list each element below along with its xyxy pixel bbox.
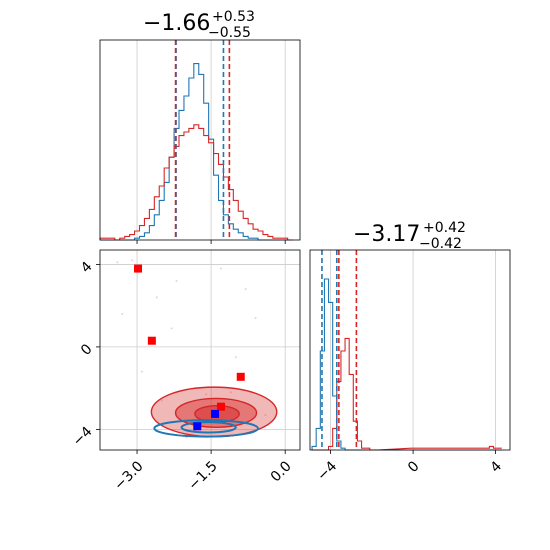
faint-point-5 (140, 370, 143, 373)
faint-point-13 (116, 261, 119, 264)
faint-point-8 (175, 279, 178, 282)
faint-point-9 (205, 393, 208, 396)
faint-point-6 (121, 312, 124, 315)
marginal-p2-hist-red (312, 337, 502, 451)
joint-ytick-label-2: 4 (78, 259, 96, 277)
faint-point-4 (234, 356, 237, 359)
marginal-p2-xtick-label-1: 0 (405, 458, 423, 476)
faint-point-0 (131, 259, 134, 262)
title-p2-main: −3.17 (353, 222, 420, 247)
marginal-p2-xtick-label-2: 4 (488, 458, 506, 476)
blue-contour-0 (153, 419, 260, 438)
blue-point-0 (193, 422, 202, 431)
joint-frame (99, 249, 301, 451)
marginal-p2-panel: −4 0 4 (309, 249, 511, 484)
blue-point-1 (211, 409, 220, 418)
blue-contour-1 (180, 421, 237, 434)
marginal-p2-xtick-label-0: −4 (314, 458, 340, 484)
faint-point-15 (185, 436, 188, 439)
marginal-p1-hist-red (99, 124, 293, 241)
joint-panel: −3.0 −1.5 0.0 −4 0 4 (70, 249, 301, 494)
title-p1-minus: −0.55 (208, 25, 251, 41)
faint-point-7 (254, 317, 257, 320)
title-p2-minus: −0.42 (419, 236, 462, 252)
joint-ytick-label-0: −4 (70, 424, 96, 450)
red-point-2 (236, 372, 245, 381)
faint-point-12 (264, 413, 267, 416)
joint-xtick-label-2: 0.0 (268, 458, 295, 485)
marginal-p1-hist-blue (100, 63, 293, 241)
faint-point-11 (229, 391, 232, 394)
red-point-3 (216, 402, 225, 411)
joint-xtick-label-0: −3.0 (111, 458, 146, 493)
joint-ytick-label-1: 0 (78, 341, 96, 359)
title-p1-plus: +0.53 (212, 9, 255, 25)
title-p1-main: −1.66 (143, 11, 210, 36)
faint-point-3 (219, 267, 222, 270)
marginal-p2-frame (309, 249, 511, 451)
faint-point-10 (160, 399, 163, 402)
faint-point-2 (170, 327, 173, 330)
faint-point-14 (244, 288, 247, 291)
title-p2: −3.17 +0.42 −0.42 (353, 220, 466, 252)
red-point-1 (147, 336, 156, 345)
joint-xtick-label-1: −1.5 (185, 458, 220, 493)
marginal-p1-frame (99, 39, 301, 241)
title-p1: −1.66 +0.53 −0.55 (143, 9, 255, 41)
title-p2-plus: +0.42 (423, 220, 466, 236)
faint-point-1 (155, 296, 158, 299)
red-point-0 (134, 264, 143, 273)
marginal-p1-panel (99, 39, 301, 244)
